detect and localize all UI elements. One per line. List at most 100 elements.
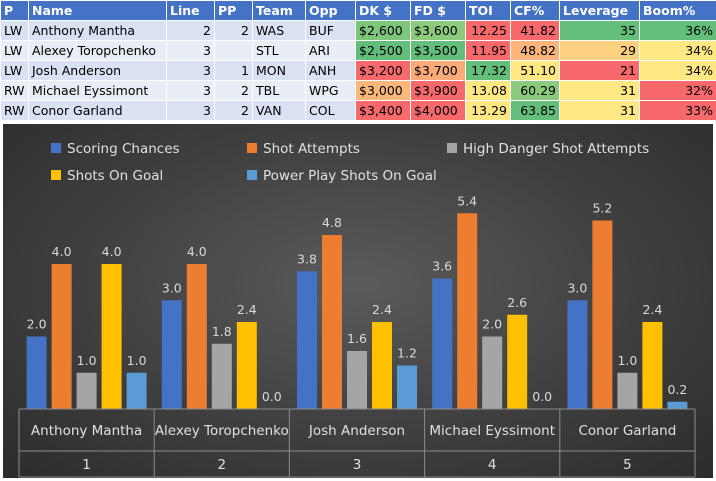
cell-cf-pct: 60.29 (510, 80, 560, 101)
x-tick-label: Michael Eyssimont (429, 423, 555, 439)
cell-opp: COL (305, 100, 356, 121)
cell-pp: 2 (214, 100, 253, 121)
cell-leverage: 31 (559, 100, 640, 121)
header-opp[interactable]: Opp (305, 0, 356, 21)
cell-team: WAS (252, 20, 306, 41)
legend-item[interactable]: Shot Attempts (247, 141, 360, 157)
bar[interactable] (186, 264, 207, 409)
x-tick-number: 3 (353, 457, 362, 473)
header-cf-pct[interactable]: CF% (510, 0, 560, 21)
header-leverage[interactable]: Leverage (559, 0, 640, 21)
cell-boom-pct: 32% (639, 80, 716, 101)
cell-boom-pct: 34% (639, 60, 716, 81)
data-label: 5.2 (592, 201, 612, 216)
legend-swatch (51, 143, 61, 153)
bar[interactable] (457, 213, 478, 409)
bar[interactable] (211, 343, 232, 409)
cell-dk-salary: $3,400 (355, 100, 411, 121)
bar[interactable] (617, 372, 638, 409)
data-label: 3.6 (432, 259, 452, 274)
bar[interactable] (567, 300, 588, 409)
bar[interactable] (322, 235, 342, 409)
bar[interactable] (51, 264, 72, 409)
bar[interactable] (161, 300, 182, 409)
data-label: 0.2 (667, 382, 687, 397)
cell-position: LW (0, 40, 29, 61)
cell-pp: 2 (214, 80, 253, 101)
header-name[interactable]: Name (28, 0, 167, 21)
header-line[interactable]: Line (166, 0, 215, 21)
legend-label: Power Play Shots On Goal (263, 168, 437, 184)
cell-opp: ARI (305, 40, 356, 61)
data-label: 4.0 (102, 244, 122, 259)
bar[interactable] (432, 278, 453, 410)
cell-pp (214, 40, 253, 61)
cell-dk-salary: $2,600 (355, 20, 411, 41)
x-tick-label: Conor Garland (579, 423, 677, 439)
bar[interactable] (592, 220, 613, 410)
bar[interactable] (642, 322, 663, 409)
header-dk-salary[interactable]: DK $ (355, 0, 411, 21)
cell-position: RW (0, 80, 29, 101)
data-label: 3.0 (567, 280, 587, 295)
player-table: P Name Line PP Team Opp DK $ FD $ TOI CF… (0, 0, 716, 121)
bar[interactable] (397, 365, 417, 410)
header-position[interactable]: P (0, 0, 29, 21)
bar[interactable] (26, 336, 47, 410)
data-label: 5.4 (457, 193, 477, 208)
table-row[interactable]: LW Anthony Mantha 2 2 WAS BUF $2,600 $3,600 12.2… (0, 20, 716, 41)
cell-dk-salary: $3,000 (355, 80, 411, 101)
cell-team: VAN (252, 100, 306, 121)
header-boom-pct[interactable]: Boom% (639, 0, 716, 21)
legend-item[interactable]: Power Play Shots On Goal (247, 168, 437, 184)
header-toi[interactable]: TOI (465, 0, 511, 21)
table-row[interactable]: LW Alexey Toropchenko 3 STL ARI $2,500 $3,500 1… (0, 40, 716, 61)
data-label: 2.6 (507, 295, 527, 310)
data-label: 4.0 (187, 244, 207, 259)
bar[interactable] (667, 401, 688, 409)
legend-item[interactable]: Shots On Goal (51, 168, 163, 184)
table-row[interactable]: RW Conor Garland 3 2 VAN COL $3,400 $4,000 13.29… (0, 100, 716, 121)
bar[interactable] (372, 322, 392, 409)
cell-dk-salary: $2,500 (355, 40, 411, 61)
bar[interactable] (347, 351, 367, 409)
legend-label: Shot Attempts (263, 141, 360, 157)
cell-fd-salary: $3,600 (410, 20, 466, 41)
header-team[interactable]: Team (252, 0, 306, 21)
legend-swatch (51, 170, 61, 180)
cell-leverage: 31 (559, 80, 640, 101)
bar[interactable] (507, 314, 528, 409)
bar[interactable] (482, 336, 503, 410)
cell-line: 2 (166, 20, 215, 41)
cell-leverage: 35 (559, 20, 640, 41)
header-fd-salary[interactable]: FD $ (410, 0, 466, 21)
legend-label: High Danger Shot Attempts (463, 141, 649, 157)
legend-label: Scoring Chances (67, 141, 180, 157)
cell-toi: 12.25 (465, 20, 511, 41)
data-label: 0.0 (262, 389, 282, 404)
bar[interactable] (101, 264, 122, 409)
cell-pp: 1 (214, 60, 253, 81)
cell-fd-salary: $3,700 (410, 60, 466, 81)
cell-line: 3 (166, 100, 215, 121)
cell-team: MON (252, 60, 306, 81)
cell-cf-pct: 41.82 (510, 20, 560, 41)
legend-item[interactable]: High Danger Shot Attempts (447, 141, 649, 157)
bar[interactable] (297, 271, 317, 409)
cell-name: Conor Garland (28, 100, 167, 121)
table-row[interactable]: LW Josh Anderson 3 1 MON ANH $3,200 $3,700 17.32… (0, 60, 716, 81)
x-tick-number: 5 (623, 457, 632, 473)
legend-item[interactable]: Scoring Chances (51, 141, 180, 157)
legend-label: Shots On Goal (67, 168, 163, 184)
cell-team: STL (252, 40, 306, 61)
header-pp[interactable]: PP (214, 0, 253, 21)
cell-name: Anthony Mantha (28, 20, 167, 41)
cell-position: LW (0, 20, 29, 41)
bar[interactable] (126, 372, 147, 409)
cell-cf-pct: 51.10 (510, 60, 560, 81)
bar[interactable] (76, 372, 97, 409)
cell-toi: 13.29 (465, 100, 511, 121)
table-row[interactable]: RW Michael Eyssimont 3 2 TBL WPG $3,000 $3,900 1… (0, 80, 716, 101)
bar[interactable] (236, 322, 257, 409)
data-label: 2.4 (372, 302, 392, 317)
